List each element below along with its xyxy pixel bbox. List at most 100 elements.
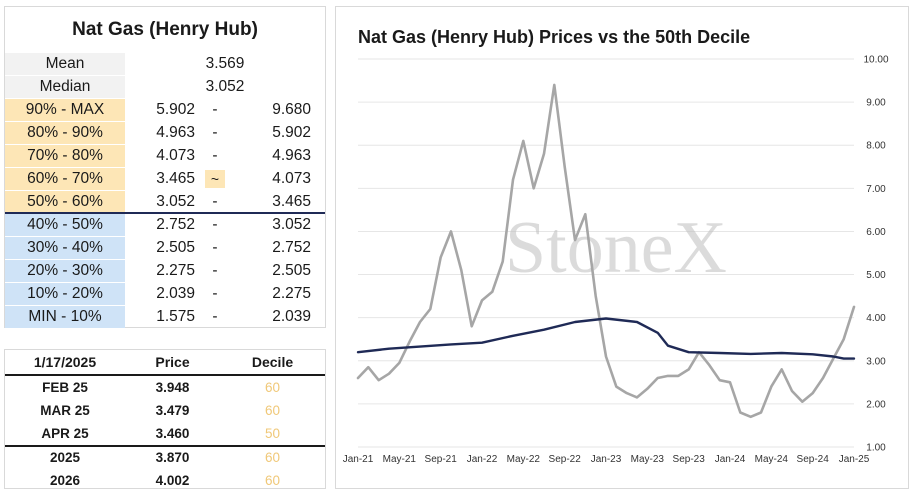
forward-table-separator xyxy=(5,445,325,447)
median-divider-line xyxy=(5,212,325,214)
x-tick-label: May-23 xyxy=(631,454,665,465)
forward-price: 3.460 xyxy=(155,426,190,441)
price-series-line xyxy=(356,83,856,419)
decile-separator-cell: - xyxy=(195,124,235,142)
y-tick-label: 10.00 xyxy=(863,55,888,66)
forward-decile: 60 xyxy=(264,473,281,488)
forward-decile: 50 xyxy=(264,426,281,441)
forward-contract: APR 25 xyxy=(41,426,89,441)
decile-separator: - xyxy=(212,308,218,325)
forward-contract: MAR 25 xyxy=(40,403,90,418)
median-value: 3.052 xyxy=(205,78,245,95)
decile-separator-cell: - xyxy=(195,308,235,326)
decile-row: MIN - 10% 1.575- 2.039 xyxy=(5,306,325,328)
price-chart: 1.00 2.00 3.00 4.00 5.00 6.00 7.00 8.00 9.00 10.0… xyxy=(343,55,889,466)
decile-separator-cell: ~ xyxy=(195,169,235,189)
forward-contract: 2026 xyxy=(49,473,81,488)
decile-range-label: MIN - 10% xyxy=(5,306,125,328)
decile-low-value: 3.052 xyxy=(156,193,195,210)
forward-row: FEB 25 3.948 60 xyxy=(5,376,325,399)
x-tick-label: Sep-24 xyxy=(797,454,830,465)
decile-range-label: 10% - 20% xyxy=(5,283,125,305)
y-tick-label: 4.00 xyxy=(866,313,886,324)
decile-range-label: 60% - 70% xyxy=(5,168,125,190)
y-tick-label: 2.00 xyxy=(866,399,886,410)
decile-row: 30% - 40% 2.505- 2.752 xyxy=(5,237,325,259)
mean-value: 3.569 xyxy=(205,55,245,72)
median-label: Median xyxy=(5,76,125,98)
decile-row: 50% - 60% 3.052- 3.465 xyxy=(5,191,325,213)
forward-price: 4.002 xyxy=(155,473,190,488)
decile-range-label: 70% - 80% xyxy=(5,145,125,167)
decile-separator-cell: - xyxy=(195,216,235,234)
decile-separator: - xyxy=(212,216,218,233)
forward-row: 2025 3.870 60 xyxy=(5,446,325,469)
forward-price: 3.870 xyxy=(155,450,190,465)
decile-low-value: 4.963 xyxy=(156,124,195,141)
decile-low-value: 2.505 xyxy=(156,239,195,256)
forward-row: APR 25 3.460 50 xyxy=(5,422,325,445)
decile-low-value: 2.039 xyxy=(156,285,195,302)
x-tick-label: Jan-24 xyxy=(715,454,746,465)
y-tick-label: 3.00 xyxy=(866,356,886,367)
decile-high-value: 3.465 xyxy=(272,193,311,210)
forward-price: 3.479 xyxy=(155,403,190,418)
y-tick-label: 1.00 xyxy=(866,443,886,454)
forward-row: 2026 4.002 60 xyxy=(5,469,325,492)
decile-separator-cell: - xyxy=(195,193,235,211)
decile-row: 40% - 50% 2.752- 3.052 xyxy=(5,214,325,236)
decile-range-label: 50% - 60% xyxy=(5,191,125,213)
x-tick-label: May-21 xyxy=(383,454,417,465)
decile-range-label: 80% - 90% xyxy=(5,122,125,144)
median-row: Median 3.052 xyxy=(5,76,325,98)
x-tick-label: Sep-22 xyxy=(549,454,582,465)
chart-title: Nat Gas (Henry Hub) Prices vs the 50th D… xyxy=(358,27,751,47)
decile-separator: - xyxy=(212,285,218,302)
decile-row: 60% - 70% 3.465 ~4.073 xyxy=(5,168,325,190)
decile-high-value: 2.505 xyxy=(272,262,311,279)
x-tick-label: Jan-22 xyxy=(467,454,498,465)
decile-row: 90% - MAX 5.902- 9.680 xyxy=(5,99,325,121)
forward-row: MAR 25 3.479 60 xyxy=(5,399,325,422)
header-decile: Decile xyxy=(251,354,294,370)
decile-high-value: 2.039 xyxy=(272,308,311,325)
forward-decile: 60 xyxy=(264,380,281,395)
decile-separator: ~ xyxy=(205,169,225,188)
decile-high-value: 4.073 xyxy=(272,170,311,187)
forward-table-header: 1/17/2025 Price Decile xyxy=(5,350,325,376)
x-tick-label: Jan-23 xyxy=(591,454,622,465)
decile-separator-cell: - xyxy=(195,101,235,119)
forward-price-table: 1/17/2025 Price Decile FEB 25 3.948 60 MAR … xyxy=(4,349,326,489)
y-tick-label: 9.00 xyxy=(866,98,886,109)
decile-low-value: 4.073 xyxy=(156,147,195,164)
decile-separator: - xyxy=(212,101,218,118)
decile-separator: - xyxy=(212,147,218,164)
decile-high-value: 2.275 xyxy=(272,285,311,302)
decile-separator: - xyxy=(212,239,218,256)
decile-table: Nat Gas (Henry Hub) Mean 3.569 Median 3.… xyxy=(4,6,326,328)
forward-contract: 2025 xyxy=(49,450,81,465)
decile-high-value: 2.752 xyxy=(272,239,311,256)
decile-separator: - xyxy=(212,193,218,210)
decile-row: 80% - 90% 4.963- 5.902 xyxy=(5,122,325,144)
decile-low-value: 5.902 xyxy=(156,101,195,118)
decile-high-value: 9.680 xyxy=(272,101,311,118)
decile-low-value: 2.752 xyxy=(156,216,195,233)
decile-range-label: 30% - 40% xyxy=(5,237,125,259)
decile-separator: - xyxy=(212,124,218,141)
decile-low-value: 1.575 xyxy=(156,308,195,325)
forward-decile: 60 xyxy=(264,403,281,418)
y-tick-label: 6.00 xyxy=(866,227,886,238)
decile-row: 10% - 20% 2.039- 2.275 xyxy=(5,283,325,305)
decile-range-label: 20% - 30% xyxy=(5,260,125,282)
decile-high-value: 3.052 xyxy=(272,216,311,233)
x-tick-label: May-22 xyxy=(507,454,541,465)
x-tick-label: Jan-25 xyxy=(839,454,870,465)
mean-label: Mean xyxy=(5,53,125,75)
forward-price: 3.948 xyxy=(155,380,190,395)
decile-low-value: 2.275 xyxy=(156,262,195,279)
decile-separator: - xyxy=(212,262,218,279)
x-tick-label: May-24 xyxy=(755,454,789,465)
header-date: 1/17/2025 xyxy=(33,354,97,370)
price-chart-panel: Nat Gas (Henry Hub) Prices vs the 50th D… xyxy=(335,6,909,489)
